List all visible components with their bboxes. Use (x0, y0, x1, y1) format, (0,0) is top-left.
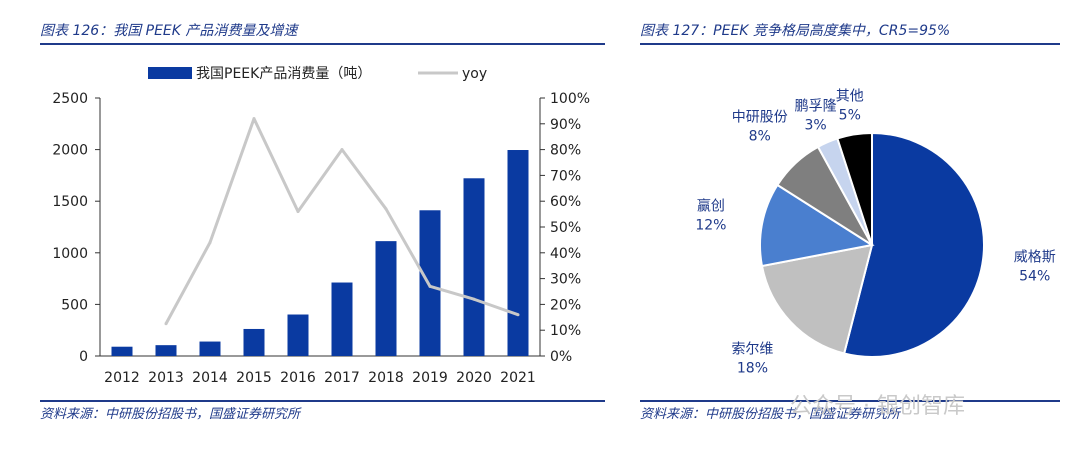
right-chart-title: 图表 127：PEEK 竞争格局高度集中，CR5=95% (640, 23, 951, 39)
x-tick-label: 2015 (236, 370, 272, 386)
bar-2018 (375, 241, 397, 356)
right-title-rule (640, 43, 1060, 45)
legend-bar-label: 我国PEEK产品消费量（吨） (196, 66, 371, 82)
y-left-tick-label: 1000 (52, 246, 88, 262)
x-tick-label: 2018 (368, 370, 404, 386)
yoy-point-2015 (252, 117, 256, 121)
pie-label-其他: 其他 5% (836, 89, 864, 124)
y-left-tick-label: 2000 (52, 143, 88, 159)
pie-label-鹏孚隆: 鹏孚隆 3% (795, 99, 837, 134)
yoy-point-2019 (428, 284, 432, 288)
pie-label-pct: 18% (737, 360, 768, 376)
x-tick-label: 2014 (192, 370, 228, 386)
pie-label-pct: 54% (1019, 269, 1050, 285)
yoy-point-2017 (340, 148, 344, 152)
y-right-tick-label: 90% (550, 117, 581, 133)
y-left-tick-label: 2500 (52, 91, 88, 107)
yoy-point-2020 (472, 297, 476, 301)
pie-label-name: 鹏孚隆 (795, 99, 837, 115)
y-right-tick-label: 50% (550, 220, 581, 236)
bar-2013 (155, 345, 177, 356)
y-right-tick-label: 40% (550, 246, 581, 262)
bar-2014 (199, 341, 221, 356)
pie-label-name: 其他 (836, 89, 864, 105)
pie-label-pct: 8% (749, 128, 771, 144)
pie-label-索尔维: 索尔维 18% (731, 340, 773, 376)
pie-slice-索尔维 (760, 243, 874, 355)
right-source: 资料来源：中研股份招股书，国盛证券研究所 (640, 407, 901, 422)
y-right-tick-label: 0% (550, 349, 572, 365)
pie-chart: 威格斯 54% 索尔维 18% 赢创 12% 中研股份 8% 鹏孚隆 3% 其他 5% (695, 89, 1056, 377)
legend-line-label: yoy (462, 66, 487, 82)
bar-2020 (463, 178, 485, 356)
y-right-tick-label: 100% (550, 91, 590, 107)
watermark: 公众号 · 银创智库 (790, 394, 965, 419)
left-source: 资料来源：中研股份招股书，国盛证券研究所 (40, 407, 301, 422)
pie-slice-威格斯 (842, 131, 985, 358)
x-tick-label: 2017 (324, 370, 360, 386)
x-tick-label: 2016 (280, 370, 316, 386)
y-right-tick-label: 10% (550, 323, 581, 339)
bar-line-chart: 0 500 1000 1500 2000 2500 0% 10% 20% 30% 40% 50% 60%… (52, 66, 590, 386)
pie-label-name: 索尔维 (731, 340, 773, 357)
y-right-tick-label: 30% (550, 272, 581, 288)
y-left-tick-label: 1500 (52, 194, 88, 210)
pie-label-赢创: 赢创 12% (695, 197, 726, 233)
yoy-point-2018 (384, 207, 388, 211)
pie-label-name: 赢创 (697, 197, 725, 214)
x-tick-label: 2020 (456, 370, 492, 386)
bar-2017 (331, 282, 353, 356)
bar-2012 (111, 346, 133, 356)
yoy-point-2013 (164, 322, 168, 326)
left-chart-title: 图表 126：我国 PEEK 产品消费量及增速 (40, 23, 298, 39)
left-source-rule (40, 400, 605, 402)
bar-2015 (243, 328, 265, 356)
x-tick-label: 2012 (104, 370, 140, 386)
legend-bar-swatch (148, 67, 192, 79)
pie-slice-其他 (836, 131, 873, 246)
bar-2021 (507, 150, 529, 356)
pie-label-pct: 5% (839, 108, 861, 124)
bar-2016 (287, 314, 309, 356)
y-right-tick-label: 20% (550, 297, 581, 313)
yoy-point-2016 (296, 210, 300, 214)
y-right-tick-label: 70% (550, 168, 581, 184)
pie-label-中研股份: 中研股份 8% (732, 109, 788, 144)
y-right-tick-label: 80% (550, 143, 581, 159)
pie-label-威格斯: 威格斯 54% (1014, 250, 1056, 285)
pie-label-pct: 12% (695, 217, 726, 233)
pie-label-name: 中研股份 (732, 109, 788, 125)
left-title-rule (40, 43, 605, 45)
y-left-tick-label: 500 (61, 297, 88, 313)
y-left-tick-label: 0 (79, 349, 88, 365)
y-right-tick-label: 60% (550, 194, 581, 210)
bar-2019 (419, 210, 441, 356)
pie-label-name: 威格斯 (1014, 250, 1056, 266)
x-tick-label: 2013 (148, 370, 184, 386)
pie-slice-赢创 (759, 183, 875, 268)
right-source-rule (640, 400, 1060, 402)
yoy-point-2021 (516, 313, 520, 317)
pie-label-pct: 3% (804, 118, 826, 134)
x-tick-label: 2019 (412, 370, 448, 386)
yoy-point-2014 (208, 240, 212, 244)
x-tick-label: 2021 (500, 370, 536, 386)
